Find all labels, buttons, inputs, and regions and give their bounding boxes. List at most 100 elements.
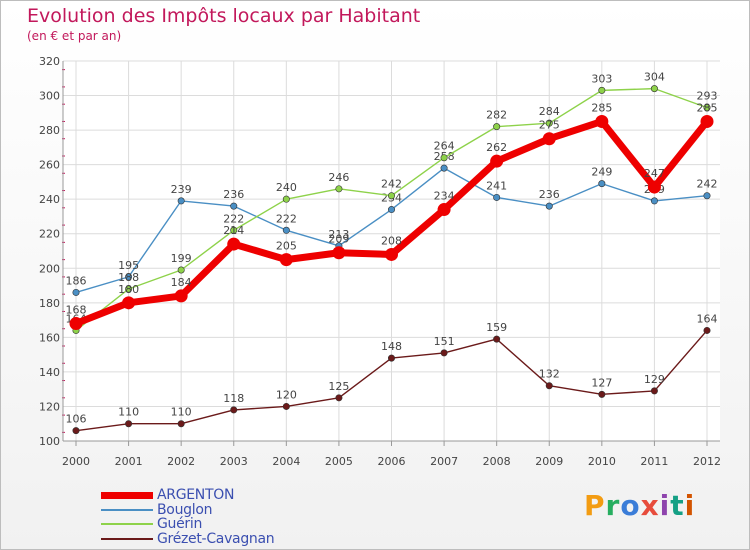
logo-letter: x [640,489,660,522]
legend-swatch [101,537,153,540]
data-label-gu-rin: 246 [328,171,349,184]
data-label-gu-rin: 293 [697,90,718,103]
legend-swatch [101,491,153,499]
data-point-bouglon [177,197,185,205]
chart-subtitle: (en € et par an) [27,29,122,43]
data-point-gr-zet-cavagnan [125,420,133,428]
legend-label: ARGENTON [157,487,235,503]
data-point-gu-rin [493,123,501,131]
proxiti-logo: Proxiti [584,489,695,522]
data-label-gu-rin: 284 [539,105,560,118]
data-point-bouglon [230,202,238,210]
data-label-gu-rin: 222 [223,212,244,225]
data-point-argenton [279,253,293,267]
logo-letter: P [584,489,606,522]
y-tick-label: 200 [39,262,60,275]
data-label-gr-zet-cavagnan: 148 [381,340,402,353]
data-label-gr-zet-cavagnan: 125 [328,380,349,393]
legend-label: Bouglon [157,501,213,518]
y-tick-label: 280 [39,124,60,137]
data-label-argenton: 247 [644,167,665,180]
data-point-argenton [69,317,83,331]
x-tick-label: 2003 [220,455,248,468]
data-label-gr-zet-cavagnan: 132 [539,368,560,381]
legend-item: ARGENTON [101,487,234,503]
x-tick-label: 2010 [588,455,616,468]
data-point-argenton [227,237,241,251]
data-label-bouglon: 236 [539,188,560,201]
legend-label: Grézet-Cavagnan [157,530,275,547]
data-label-bouglon: 236 [223,188,244,201]
data-point-argenton [437,203,451,217]
data-label-gr-zet-cavagnan: 159 [486,321,507,334]
data-point-gu-rin [598,86,606,94]
data-point-argenton [647,180,661,194]
data-label-gr-zet-cavagnan: 110 [118,406,139,419]
data-label-argenton: 214 [223,224,244,237]
logo-letter: i [659,489,671,522]
data-label-gu-rin: 282 [486,109,507,122]
data-label-gr-zet-cavagnan: 118 [223,392,244,405]
legend-swatch [101,508,153,511]
data-point-bouglon [598,180,606,188]
logo-letter: t [670,489,685,522]
data-point-bouglon [387,206,395,214]
data-point-gu-rin [230,226,238,234]
data-label-argenton: 285 [591,101,612,114]
data-label-gr-zet-cavagnan: 106 [66,413,87,426]
data-label-gr-zet-cavagnan: 164 [697,312,718,325]
data-label-bouglon: 186 [66,274,87,287]
data-point-bouglon [440,164,448,172]
data-point-argenton [122,296,136,310]
x-tick-label: 2000 [62,455,90,468]
x-tick-label: 2005 [325,455,353,468]
y-tick-label: 160 [39,331,60,344]
data-point-argenton [385,247,398,261]
data-label-argenton: 209 [328,233,349,246]
data-point-gu-rin [125,285,133,293]
x-tick-label: 2011 [640,455,668,468]
data-point-argenton [490,154,504,168]
logo-letter: i [684,489,696,522]
legend-swatch [101,523,153,525]
data-label-bouglon: 249 [591,166,612,179]
data-label-argenton: 285 [697,101,718,114]
data-point-bouglon [703,192,711,200]
data-point-argenton [700,114,714,128]
data-label-gu-rin: 199 [171,252,192,265]
data-label-gr-zet-cavagnan: 120 [276,388,297,401]
y-tick-label: 240 [39,193,60,206]
x-tick-label: 2001 [115,455,143,468]
data-point-bouglon [72,288,80,296]
data-label-gu-rin: 240 [276,181,297,194]
legend-item: Guérin [101,516,202,532]
data-point-gr-zet-cavagnan [72,427,80,435]
data-label-gu-rin: 264 [434,140,455,153]
data-label-argenton: 275 [539,119,560,132]
y-tick-label: 260 [39,159,60,172]
data-label-argenton: 168 [66,304,87,317]
data-point-gu-rin [335,185,343,193]
data-point-gr-zet-cavagnan [440,349,448,357]
logo-letter: o [620,489,641,522]
data-label-bouglon: 222 [276,212,297,225]
data-point-bouglon [125,273,133,281]
data-point-gu-rin [650,85,658,93]
x-tick-label: 2008 [483,455,511,468]
data-label-argenton: 208 [381,234,402,247]
data-label-gu-rin: 304 [644,71,665,84]
data-label-bouglon: 213 [328,228,349,241]
data-label-gr-zet-cavagnan: 127 [591,376,612,389]
logo-letter: r [605,489,621,522]
y-tick-label: 180 [39,297,60,310]
data-point-gu-rin [703,104,711,112]
data-label-argenton: 234 [434,190,455,203]
data-label-gr-zet-cavagnan: 110 [171,406,192,419]
data-label-bouglon: 195 [118,259,139,272]
data-point-bouglon [650,197,658,205]
data-point-gr-zet-cavagnan [387,354,395,362]
data-point-argenton [595,114,609,128]
data-point-argenton [332,246,346,260]
data-label-argenton: 205 [276,240,297,253]
data-label-bouglon: 241 [486,179,507,192]
